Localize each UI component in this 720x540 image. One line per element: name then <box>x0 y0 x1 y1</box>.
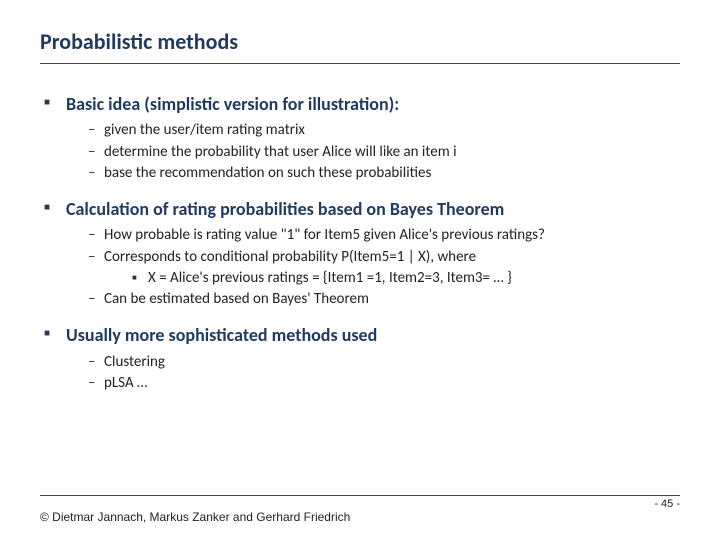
list-item: pLSA … <box>88 373 680 393</box>
section-sophisticated: Usually more sophisticated methods used … <box>40 323 680 393</box>
list-item: Clustering <box>88 352 680 372</box>
footer-rule <box>40 495 680 496</box>
section-head: Usually more sophisticated methods used <box>66 323 680 347</box>
list-item: determine the probability that user Alic… <box>88 142 680 162</box>
nested-item: X = Alice's previous ratings = {Item1 =1… <box>132 268 680 288</box>
list-item: Can be estimated based on Bayes' Theorem <box>88 289 680 309</box>
title-rule <box>40 63 680 64</box>
section-basic-idea: Basic idea (simplistic version for illus… <box>40 92 680 183</box>
list-item: Corresponds to conditional probability P… <box>88 247 680 289</box>
section-items: How probable is rating value "1" for Ite… <box>66 225 680 309</box>
section-head: Calculation of rating probabilities base… <box>66 197 680 221</box>
content-list: Basic idea (simplistic version for illus… <box>40 92 680 393</box>
list-item-text: Corresponds to conditional probability P… <box>104 248 476 266</box>
section-items: given the user/item rating matrix determ… <box>66 120 680 183</box>
copyright: © Dietmar Jannach, Markus Zanker and Ger… <box>40 510 350 524</box>
section-bayes: Calculation of rating probabilities base… <box>40 197 680 309</box>
page-number: - 45 - <box>654 498 680 510</box>
nested-items: X = Alice's previous ratings = {Item1 =1… <box>104 268 680 288</box>
list-item: base the recommendation on such these pr… <box>88 163 680 183</box>
section-head: Basic idea (simplistic version for illus… <box>66 92 680 116</box>
slide: Probabilistic methods Basic idea (simpli… <box>0 0 720 540</box>
list-item: How probable is rating value "1" for Ite… <box>88 225 680 245</box>
slide-title: Probabilistic methods <box>40 28 680 55</box>
list-item: given the user/item rating matrix <box>88 120 680 140</box>
section-items: Clustering pLSA … <box>66 352 680 394</box>
